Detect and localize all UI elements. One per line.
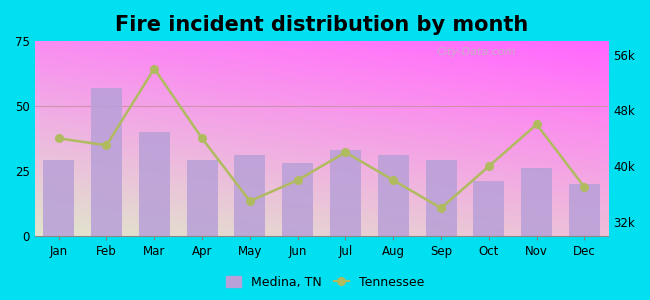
Bar <box>43 160 74 236</box>
Bar <box>521 168 552 236</box>
Bar <box>282 163 313 236</box>
Bar <box>187 160 218 236</box>
Legend: Medina, TN, Tennessee: Medina, TN, Tennessee <box>221 271 429 294</box>
Bar <box>569 184 600 236</box>
Bar <box>234 155 265 236</box>
Bar <box>330 150 361 236</box>
Title: Fire incident distribution by month: Fire incident distribution by month <box>115 15 528 35</box>
Bar <box>378 155 409 236</box>
Bar <box>426 160 456 236</box>
Bar <box>91 88 122 236</box>
Bar <box>473 181 504 236</box>
Text: City-Data.com: City-Data.com <box>436 46 516 57</box>
Bar <box>138 132 170 236</box>
